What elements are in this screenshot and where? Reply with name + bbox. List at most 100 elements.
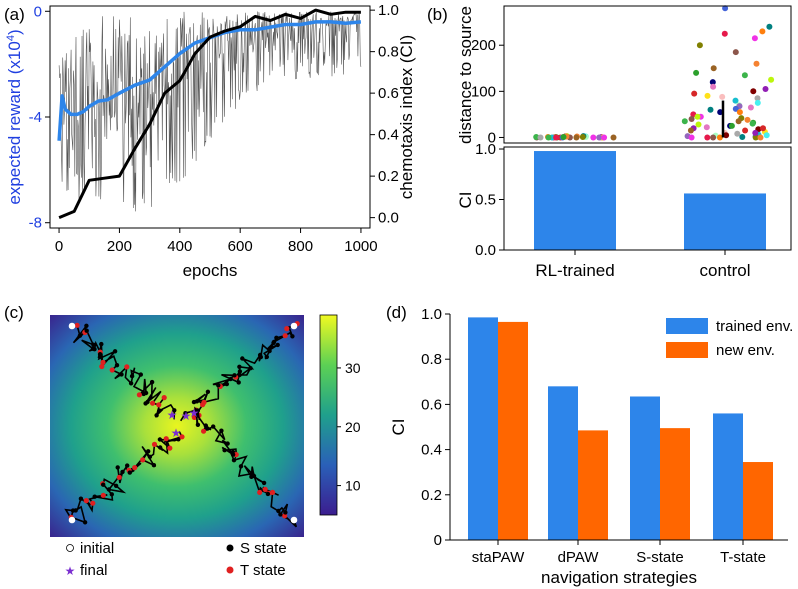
y-tick-label: 0.4 bbox=[421, 442, 442, 459]
s-state-point bbox=[195, 422, 201, 427]
left-tick-label: -8 bbox=[29, 215, 42, 232]
initial-point bbox=[290, 516, 298, 524]
ci-bar-rl-trained bbox=[534, 151, 616, 250]
panel-c-legend: initial S state ★ final T state bbox=[65, 540, 287, 579]
s-state-point bbox=[141, 391, 146, 397]
panel-d-legend: trained env. new env. bbox=[666, 318, 793, 359]
scatter-point bbox=[754, 99, 761, 106]
legend-label: new env. bbox=[716, 342, 775, 359]
scatter-point bbox=[710, 65, 717, 72]
s-state-point bbox=[157, 408, 162, 413]
legend-label: final bbox=[80, 562, 108, 579]
t-state-point bbox=[90, 500, 96, 506]
scatter-point bbox=[760, 125, 766, 132]
s-state-point bbox=[129, 373, 135, 379]
s-state-point bbox=[240, 356, 245, 361]
s-state-point bbox=[237, 372, 242, 378]
scatter-point bbox=[688, 134, 695, 141]
s-state-point bbox=[271, 340, 276, 346]
s-state-point bbox=[205, 389, 211, 394]
y-tick-label: 200 bbox=[471, 37, 496, 54]
distance-scatter bbox=[533, 5, 775, 141]
colorbar-tick-label: 20 bbox=[345, 419, 361, 435]
s-state-point bbox=[138, 372, 143, 377]
s-state-point bbox=[154, 413, 159, 418]
scatter-point bbox=[687, 127, 694, 134]
scatter-point bbox=[766, 23, 773, 30]
reward-smoothed-line bbox=[57, 20, 362, 141]
scatter-point bbox=[717, 109, 724, 116]
y-tick-label: 100 bbox=[471, 83, 496, 100]
scatter-point bbox=[693, 69, 700, 76]
s-state-point bbox=[222, 448, 227, 453]
left-tick-label: 0 bbox=[34, 3, 42, 20]
y-tick-label: 0.6 bbox=[421, 396, 442, 413]
bar-dpaw-new bbox=[578, 430, 608, 540]
t-state-point bbox=[257, 489, 263, 495]
t-state-point bbox=[150, 400, 156, 406]
scatter-point bbox=[742, 127, 749, 134]
s-state-point bbox=[113, 483, 119, 488]
t-state-point bbox=[100, 359, 106, 365]
s-state-point bbox=[112, 349, 118, 354]
legend-final-marker: ★ bbox=[65, 564, 76, 578]
s-state-point bbox=[211, 424, 216, 429]
right-tick-label: 0.6 bbox=[378, 85, 399, 102]
legend-initial-marker bbox=[66, 544, 74, 552]
s-state-point bbox=[125, 463, 130, 468]
t-state-point bbox=[161, 395, 167, 401]
scatter-point bbox=[741, 72, 748, 79]
s-state-point bbox=[127, 470, 132, 475]
scatter-point bbox=[757, 134, 764, 141]
y-tick-label: 0 bbox=[434, 532, 442, 549]
s-state-point bbox=[290, 334, 295, 339]
t-state-point bbox=[151, 441, 158, 447]
scatter-point bbox=[722, 5, 729, 12]
panel-a-label: (a) bbox=[4, 5, 25, 24]
s-state-point bbox=[237, 369, 243, 374]
s-state-point bbox=[109, 492, 115, 497]
s-state-point bbox=[230, 452, 236, 457]
y-tick-label: 1.0 bbox=[421, 306, 442, 323]
s-state-point bbox=[191, 399, 197, 405]
ci-line bbox=[58, 8, 361, 219]
final-star: ★ bbox=[189, 406, 200, 420]
t-state-point bbox=[163, 436, 169, 442]
scatter-point bbox=[710, 134, 717, 141]
scatter-point bbox=[596, 134, 603, 141]
s-state-point bbox=[274, 335, 279, 340]
scatter-point bbox=[747, 104, 754, 111]
x-tick-label: dPAW bbox=[558, 549, 600, 566]
s-state-point bbox=[92, 347, 97, 352]
s-state-point bbox=[99, 341, 104, 347]
s-state-point bbox=[257, 352, 263, 358]
colorbar-tick-label: 10 bbox=[345, 478, 361, 494]
final-star: ★ bbox=[181, 409, 192, 423]
s-state-point bbox=[82, 520, 88, 525]
legend-label: trained env. bbox=[716, 318, 793, 335]
panel-b-top-frame bbox=[503, 5, 792, 144]
panel-a-right-axis-label: chemotaxis index (CI) bbox=[397, 35, 416, 199]
x-tick-label: 600 bbox=[228, 238, 253, 255]
legend-t-state-marker bbox=[226, 566, 234, 574]
scatter-point bbox=[732, 97, 739, 104]
s-state-point bbox=[248, 366, 253, 371]
s-state-point bbox=[194, 412, 199, 417]
scatter-point bbox=[560, 134, 567, 140]
s-state-point bbox=[276, 508, 281, 514]
scatter-point bbox=[694, 113, 701, 120]
t-state-point bbox=[132, 465, 138, 471]
strategy-bars bbox=[468, 317, 773, 540]
reward-raw-trace bbox=[58, 11, 362, 212]
panel-a-x-ticks: 0 200 400 600 800 1000 bbox=[55, 228, 378, 255]
y-tick-label: 0.2 bbox=[421, 487, 442, 504]
panel-b-bottom-y-ticks: 0.0 0.5 1.0 bbox=[475, 141, 504, 259]
panel-a-left-ticks: 0 -4 -8 bbox=[29, 3, 50, 232]
s-state-point bbox=[119, 372, 124, 377]
legend-label: S state bbox=[240, 540, 287, 557]
t-state-point bbox=[156, 402, 162, 408]
final-star: ★ bbox=[167, 408, 178, 422]
scatter-point bbox=[763, 132, 770, 139]
t-state-point bbox=[109, 367, 115, 373]
